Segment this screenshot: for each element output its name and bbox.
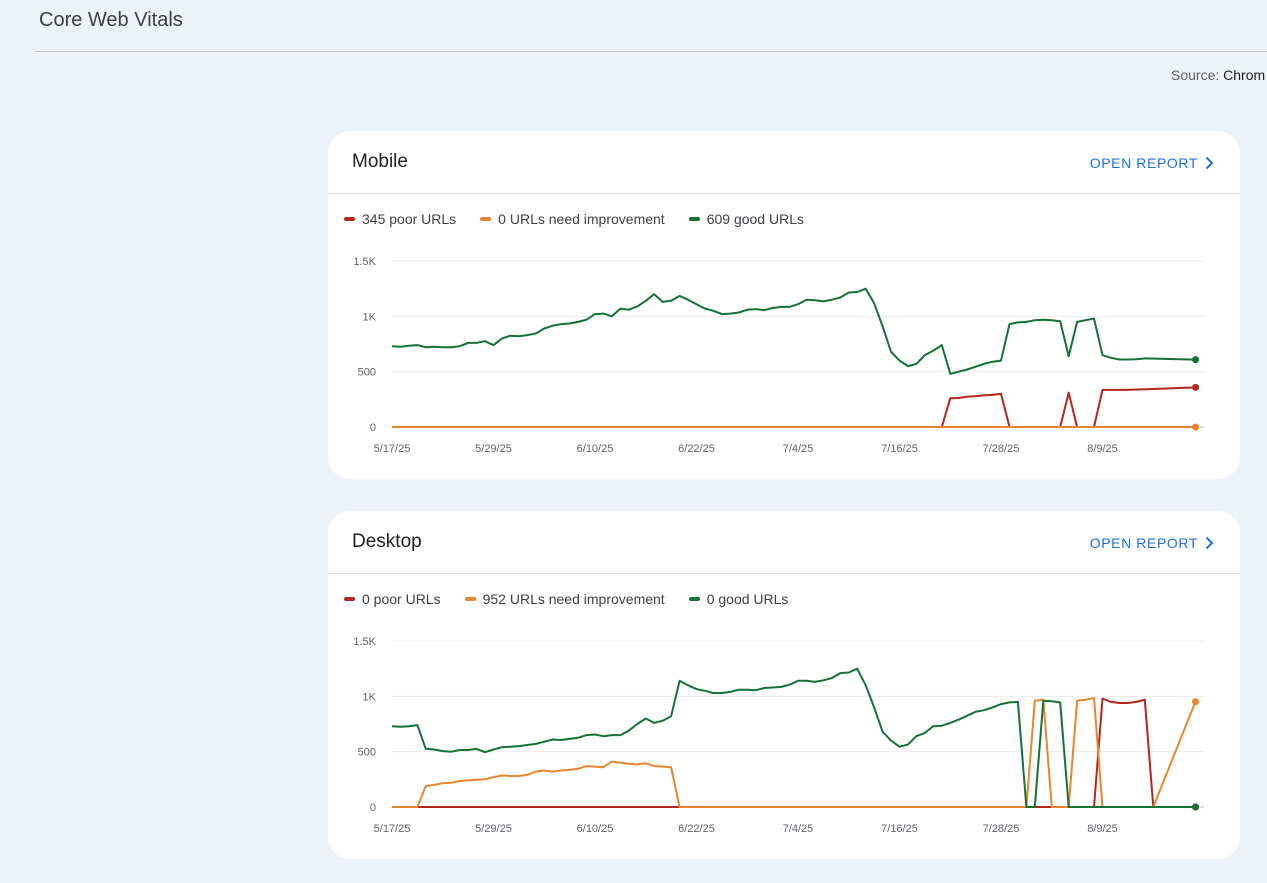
x-tick-label: 7/16/25: [881, 823, 918, 835]
x-tick-label: 7/16/25: [881, 443, 918, 455]
legend-swatch-poor: [344, 217, 355, 221]
legend-swatch-needs-improvement: [480, 217, 492, 221]
y-tick-label: 500: [358, 367, 376, 379]
y-tick-label: 0: [370, 802, 376, 814]
card-title-mobile: Mobile: [352, 151, 408, 172]
series-end-point: [1192, 356, 1200, 364]
series-end-point: [1192, 383, 1200, 391]
series-line: [392, 697, 1197, 808]
page-title: Core Web Vitals: [39, 9, 183, 31]
y-tick-label: 0: [370, 422, 376, 434]
mobile-card: Mobile OPEN REPORT 345 poor URLs 0 URLs …: [328, 131, 1240, 479]
open-report-label: OPEN REPORT: [1089, 155, 1198, 171]
x-tick-label: 5/29/25: [475, 823, 512, 835]
y-tick-label: 1.5K: [353, 636, 376, 648]
y-tick-label: 1.5K: [353, 256, 376, 268]
legend-item-poor[interactable]: 345 poor URLs: [344, 210, 456, 228]
source-label-text: Source:: [1171, 67, 1220, 83]
x-tick-label: 8/9/25: [1087, 823, 1118, 835]
open-report-button-desktop[interactable]: OPEN REPORT: [1090, 533, 1214, 553]
x-tick-label: 6/10/25: [577, 443, 614, 455]
card-divider: [328, 193, 1240, 194]
legend-mobile: 345 poor URLs 0 URLs need improvement 60…: [344, 210, 828, 228]
x-tick-label: 8/9/25: [1087, 443, 1118, 455]
x-tick-label: 7/4/25: [783, 823, 814, 835]
legend-label: 609 good URLs: [706, 211, 804, 227]
y-tick-label: 1K: [363, 691, 377, 703]
legend-swatch-needs-improvement: [464, 597, 476, 601]
mobile-chart[interactable]: 0 500 1K 1.5K 5/17/25 5/29/25 6/10/25 6/22/25 7/…: [328, 131, 1240, 479]
chevron-right-icon: [1204, 156, 1214, 170]
y-tick-label: 1K: [363, 311, 377, 323]
legend-swatch-good: [688, 597, 700, 601]
legend-item-poor[interactable]: 0 poor URLs: [344, 590, 441, 608]
series-line: [392, 697, 1196, 808]
chevron-right-icon: [1204, 536, 1214, 550]
x-tick-label: 5/29/25: [475, 443, 512, 455]
x-tick-label: 6/22/25: [678, 823, 715, 835]
source-label: Source: Chrom: [1171, 66, 1265, 84]
x-tick-label: 6/22/25: [678, 443, 715, 455]
desktop-chart[interactable]: 0 500 1K 1.5K 5/17/25 5/29/25 6/10/25 6/22/25 7/…: [328, 511, 1240, 859]
open-report-label: OPEN REPORT: [1089, 535, 1198, 551]
y-tick-label: 500: [358, 747, 376, 759]
title-divider: [35, 51, 1267, 52]
series-line: [391, 287, 1196, 375]
series-end-point: [1192, 698, 1200, 706]
x-tick-label: 5/17/25: [374, 443, 411, 455]
x-tick-label: 7/28/25: [983, 823, 1020, 835]
legend-label: 0 good URLs: [706, 591, 789, 607]
x-tick-label: 7/4/25: [783, 443, 814, 455]
open-report-button-mobile[interactable]: OPEN REPORT: [1090, 153, 1214, 173]
x-tick-label: 5/17/25: [374, 823, 411, 835]
series-end-point: [1192, 423, 1200, 431]
legend-item-good[interactable]: 0 good URLs: [688, 590, 789, 608]
legend-label: 952 URLs need improvement: [482, 591, 665, 607]
x-tick-label: 7/28/25: [983, 443, 1020, 455]
source-value: Chrom: [1223, 67, 1266, 83]
series-line: [392, 386, 1196, 428]
legend-swatch-good: [688, 217, 700, 221]
legend-item-needs-improvement[interactable]: 952 URLs need improvement: [464, 590, 665, 608]
legend-swatch-poor: [344, 597, 355, 601]
legend-item-needs-improvement[interactable]: 0 URLs need improvement: [480, 210, 665, 228]
legend-label: 345 poor URLs: [362, 211, 457, 227]
card-divider: [328, 573, 1240, 574]
x-tick-label: 6/10/25: [577, 823, 614, 835]
legend-item-good[interactable]: 609 good URLs: [688, 210, 804, 228]
series-end-point: [1192, 803, 1200, 811]
legend-desktop: 0 poor URLs 952 URLs need improvement 0 …: [344, 590, 812, 608]
card-title-desktop: Desktop: [352, 531, 422, 552]
series-line: [391, 667, 1196, 808]
legend-label: 0 URLs need improvement: [498, 211, 665, 227]
legend-label: 0 poor URLs: [362, 591, 441, 607]
desktop-card: Desktop OPEN REPORT 0 poor URLs 952 URLs…: [328, 511, 1240, 859]
